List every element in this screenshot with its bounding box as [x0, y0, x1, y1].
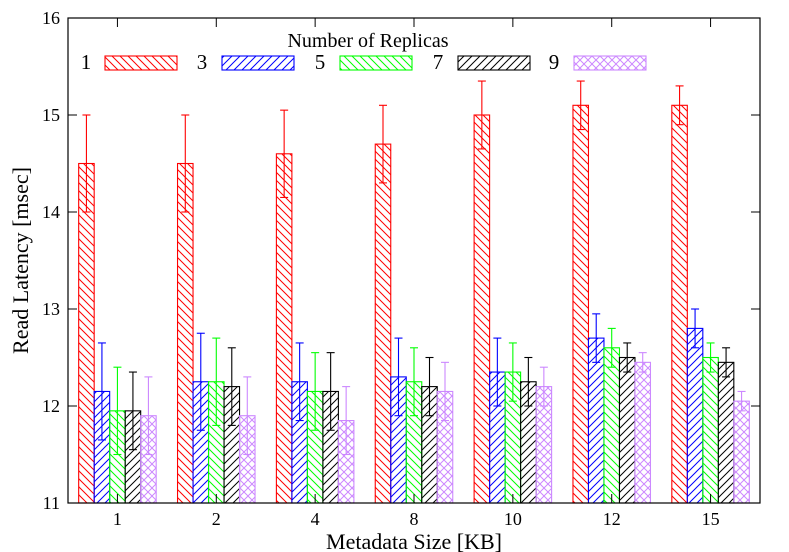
legend-title: Number of Replicas [287, 30, 448, 52]
x-tick-label: 15 [702, 509, 720, 529]
bar [572, 104, 590, 504]
y-tick-label: 14 [42, 202, 60, 222]
bar [717, 361, 735, 504]
y-tick-label: 16 [42, 8, 60, 28]
y-tick-label: 15 [42, 105, 60, 125]
bar [176, 162, 194, 504]
x-tick-label: 1 [113, 509, 122, 529]
bar [702, 356, 719, 504]
legend-label: 1 [81, 50, 92, 74]
bar [603, 347, 621, 504]
legend-label: 5 [315, 50, 326, 74]
legend-swatch [221, 55, 295, 71]
bar [275, 153, 293, 504]
legend-swatch [339, 55, 413, 71]
bar [686, 327, 704, 504]
bar [473, 114, 491, 504]
legend-swatch [457, 55, 531, 71]
x-tick-label: 8 [410, 509, 419, 529]
legend-swatch [573, 55, 647, 71]
bar [671, 104, 688, 504]
y-tick-label: 11 [43, 493, 60, 513]
bar [618, 356, 636, 504]
y-tick-label: 12 [42, 396, 60, 416]
bar [374, 143, 392, 504]
bar [78, 162, 95, 504]
bar [733, 400, 750, 504]
legend-label: 9 [549, 50, 560, 74]
y-tick-label: 13 [42, 299, 60, 319]
legend-swatch [104, 55, 178, 71]
x-tick-label: 2 [212, 509, 221, 529]
legend-label: 3 [197, 50, 208, 74]
plot-bars [78, 80, 750, 504]
x-axis-label: Metadata Size [KB] [326, 529, 502, 552]
legend-label: 7 [433, 50, 444, 74]
x-tick-label: 4 [311, 509, 320, 529]
bar [634, 361, 652, 504]
x-tick-label: 10 [504, 509, 522, 529]
x-tick-label: 12 [603, 509, 621, 529]
legend: Number of Replicas 1 3 5 7 9 [81, 30, 647, 74]
y-axis-label: Read Latency [msec] [8, 167, 33, 354]
x-axis: 1 2 4 8 10 12 15 [113, 18, 720, 529]
